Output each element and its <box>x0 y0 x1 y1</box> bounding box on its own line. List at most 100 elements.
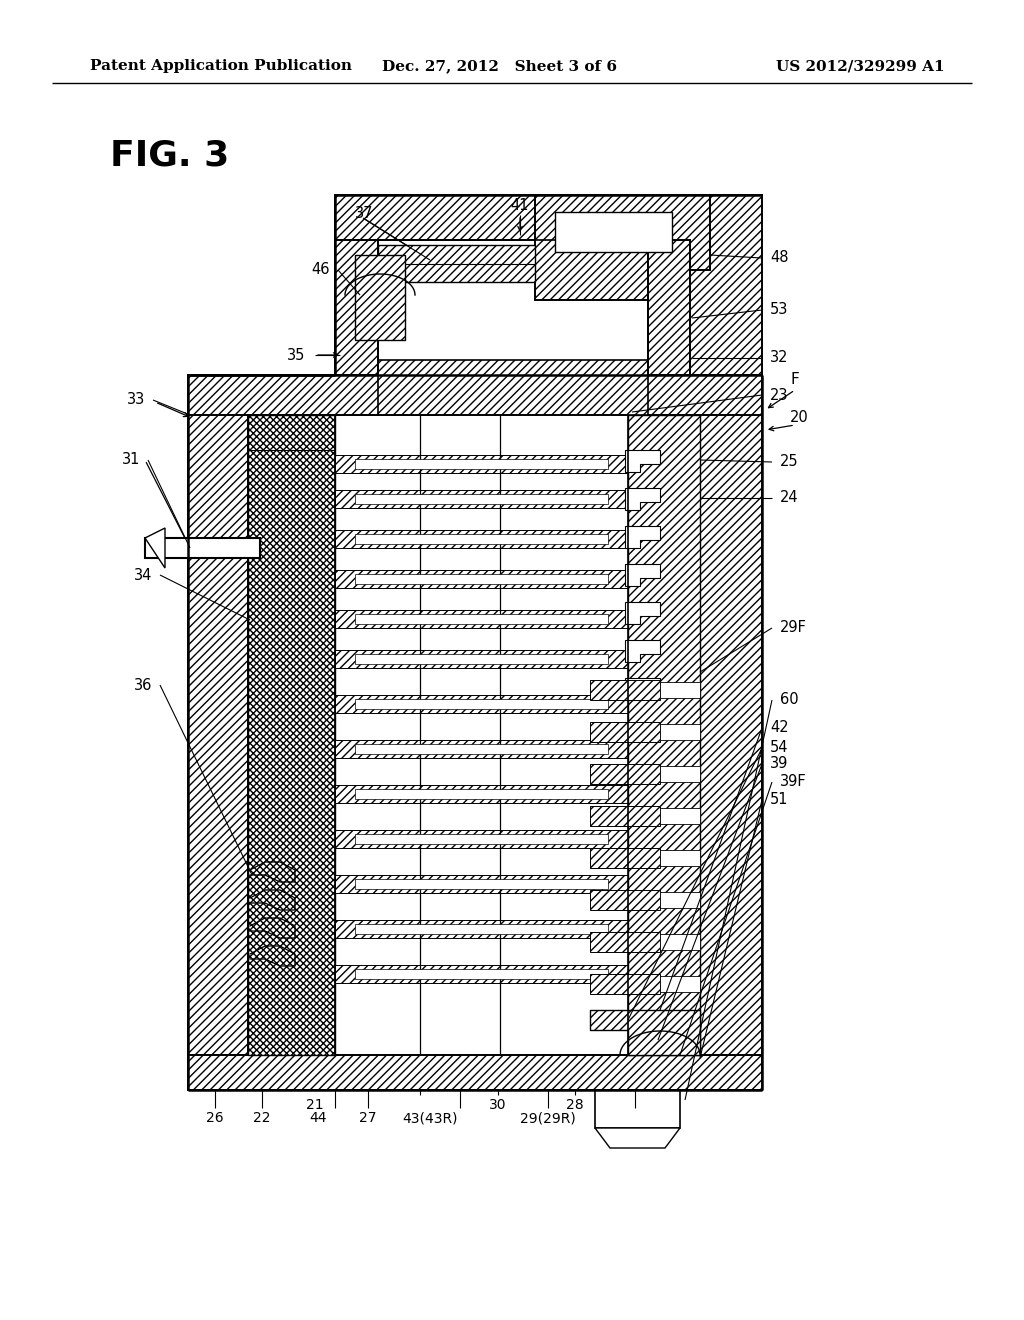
Polygon shape <box>660 808 700 824</box>
Polygon shape <box>248 414 335 1055</box>
Polygon shape <box>335 570 628 587</box>
Polygon shape <box>335 240 378 375</box>
Polygon shape <box>625 678 660 700</box>
Text: US 2012/329299 A1: US 2012/329299 A1 <box>776 59 945 73</box>
Polygon shape <box>648 240 690 375</box>
Polygon shape <box>590 847 660 869</box>
Text: 43(43R): 43(43R) <box>402 1111 458 1125</box>
Polygon shape <box>660 935 700 950</box>
Polygon shape <box>625 640 660 663</box>
Polygon shape <box>335 830 628 847</box>
Polygon shape <box>335 195 690 240</box>
Polygon shape <box>335 875 628 894</box>
Text: Dec. 27, 2012   Sheet 3 of 6: Dec. 27, 2012 Sheet 3 of 6 <box>383 59 617 73</box>
Text: 43F: 43F <box>623 1111 648 1125</box>
Text: 46: 46 <box>311 263 330 277</box>
Polygon shape <box>590 807 660 826</box>
Polygon shape <box>188 375 438 414</box>
Text: 54: 54 <box>770 741 788 755</box>
Text: 28: 28 <box>566 1098 584 1111</box>
Polygon shape <box>355 879 608 888</box>
Polygon shape <box>188 375 248 1055</box>
Text: 53: 53 <box>770 302 788 318</box>
Polygon shape <box>628 414 700 1055</box>
Text: 42: 42 <box>770 721 788 735</box>
Polygon shape <box>660 975 700 993</box>
Polygon shape <box>335 490 628 508</box>
Text: 34: 34 <box>133 568 152 582</box>
Polygon shape <box>378 246 535 282</box>
Polygon shape <box>355 494 608 504</box>
Polygon shape <box>590 974 660 994</box>
Polygon shape <box>335 531 628 548</box>
Text: 25: 25 <box>780 454 799 470</box>
Polygon shape <box>625 525 660 548</box>
Text: 32: 32 <box>770 351 788 366</box>
Text: 36: 36 <box>133 677 152 693</box>
Polygon shape <box>355 255 406 341</box>
Text: F: F <box>790 372 799 388</box>
Polygon shape <box>555 213 672 252</box>
Polygon shape <box>335 455 628 473</box>
Polygon shape <box>590 932 660 952</box>
Polygon shape <box>355 924 608 935</box>
Polygon shape <box>700 375 762 1055</box>
Polygon shape <box>355 614 608 624</box>
Text: 21: 21 <box>306 1098 324 1111</box>
Text: 48: 48 <box>770 251 788 265</box>
Text: 41: 41 <box>511 198 529 213</box>
Polygon shape <box>660 766 700 781</box>
Polygon shape <box>355 459 608 469</box>
Text: 27: 27 <box>359 1111 377 1125</box>
Polygon shape <box>335 785 628 803</box>
Text: 33: 33 <box>127 392 145 408</box>
Polygon shape <box>355 574 608 583</box>
Polygon shape <box>660 682 700 698</box>
Text: 39F: 39F <box>780 775 807 789</box>
Text: 37: 37 <box>355 206 374 220</box>
Polygon shape <box>335 696 628 713</box>
Polygon shape <box>660 850 700 866</box>
Text: 23: 23 <box>770 388 788 403</box>
Polygon shape <box>595 1129 680 1148</box>
Polygon shape <box>535 195 710 300</box>
Polygon shape <box>595 1090 680 1129</box>
Polygon shape <box>335 649 628 668</box>
Polygon shape <box>660 723 700 741</box>
Text: 44: 44 <box>309 1111 327 1125</box>
Polygon shape <box>355 700 608 709</box>
Polygon shape <box>335 965 628 983</box>
Polygon shape <box>625 450 660 473</box>
Text: 31: 31 <box>122 453 140 467</box>
Polygon shape <box>335 610 628 628</box>
Polygon shape <box>145 528 165 568</box>
Polygon shape <box>590 680 660 700</box>
Text: 35: 35 <box>287 347 305 363</box>
Polygon shape <box>355 653 608 664</box>
Text: 29F: 29F <box>780 620 807 635</box>
Polygon shape <box>590 722 660 742</box>
Text: 60: 60 <box>780 693 799 708</box>
Polygon shape <box>355 834 608 843</box>
Polygon shape <box>378 360 648 414</box>
Polygon shape <box>355 789 608 799</box>
Polygon shape <box>355 744 608 754</box>
Polygon shape <box>145 539 260 558</box>
Polygon shape <box>355 535 608 544</box>
Polygon shape <box>630 375 762 414</box>
Polygon shape <box>590 890 660 909</box>
Text: 30: 30 <box>489 1098 507 1111</box>
Text: 51: 51 <box>770 792 788 808</box>
Polygon shape <box>355 969 608 979</box>
Text: 22: 22 <box>253 1111 270 1125</box>
Text: 26: 26 <box>206 1111 224 1125</box>
Text: 39: 39 <box>770 756 788 771</box>
Text: 24: 24 <box>780 491 799 506</box>
Polygon shape <box>590 1010 700 1055</box>
Polygon shape <box>625 564 660 586</box>
Polygon shape <box>660 892 700 908</box>
Polygon shape <box>625 488 660 510</box>
Text: FIG. 3: FIG. 3 <box>110 139 229 172</box>
Polygon shape <box>335 741 628 758</box>
Polygon shape <box>625 602 660 624</box>
